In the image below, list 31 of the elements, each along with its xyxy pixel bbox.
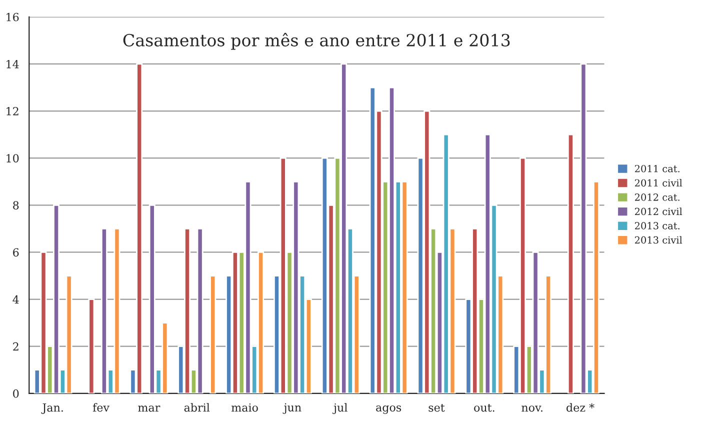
- y-tick-label: 14: [6, 60, 19, 68]
- x-tick-label: agos: [376, 405, 402, 414]
- x-tick-label: set: [428, 404, 445, 412]
- legend-label: 2013 cat.: [634, 222, 680, 230]
- legend-label: 2012 cat.: [634, 193, 680, 201]
- legend-label: 2012 civil: [634, 208, 682, 216]
- x-tick-label: out.: [474, 404, 494, 412]
- bar: [88, 298, 95, 394]
- bar: [210, 275, 216, 394]
- y-tick-label: 4: [12, 295, 19, 304]
- bar: [567, 134, 574, 394]
- x-tick-label: jun: [282, 403, 302, 414]
- legend-label: 2011 civil: [634, 179, 682, 187]
- legend-label: 2013 civil: [634, 236, 682, 244]
- x-tick-label: jul: [332, 403, 348, 414]
- legend-label: 2011 cat.: [634, 164, 680, 172]
- text: Casamentos por mês e ano entre 2011 e 2013: [123, 32, 510, 50]
- y-tick-label: 6: [13, 248, 19, 257]
- x-tick-label: Jan.: [41, 403, 63, 414]
- y-tick-label: 0: [13, 389, 19, 398]
- x-tick-label: nov.: [522, 406, 542, 412]
- y-tick-label: 10: [6, 154, 19, 162]
- x-tick-label: dez *: [566, 403, 594, 412]
- x-tick-label: fev: [92, 403, 110, 412]
- y-tick-label: 2: [13, 342, 18, 351]
- x-tick-label: mar: [138, 406, 160, 412]
- y-tick-label: 12: [6, 107, 18, 116]
- x-tick-label: abril: [184, 403, 210, 412]
- x-tick-label: maio: [231, 403, 258, 412]
- y-tick-label: 8: [13, 201, 19, 210]
- y-tick-label: 16: [6, 12, 19, 22]
